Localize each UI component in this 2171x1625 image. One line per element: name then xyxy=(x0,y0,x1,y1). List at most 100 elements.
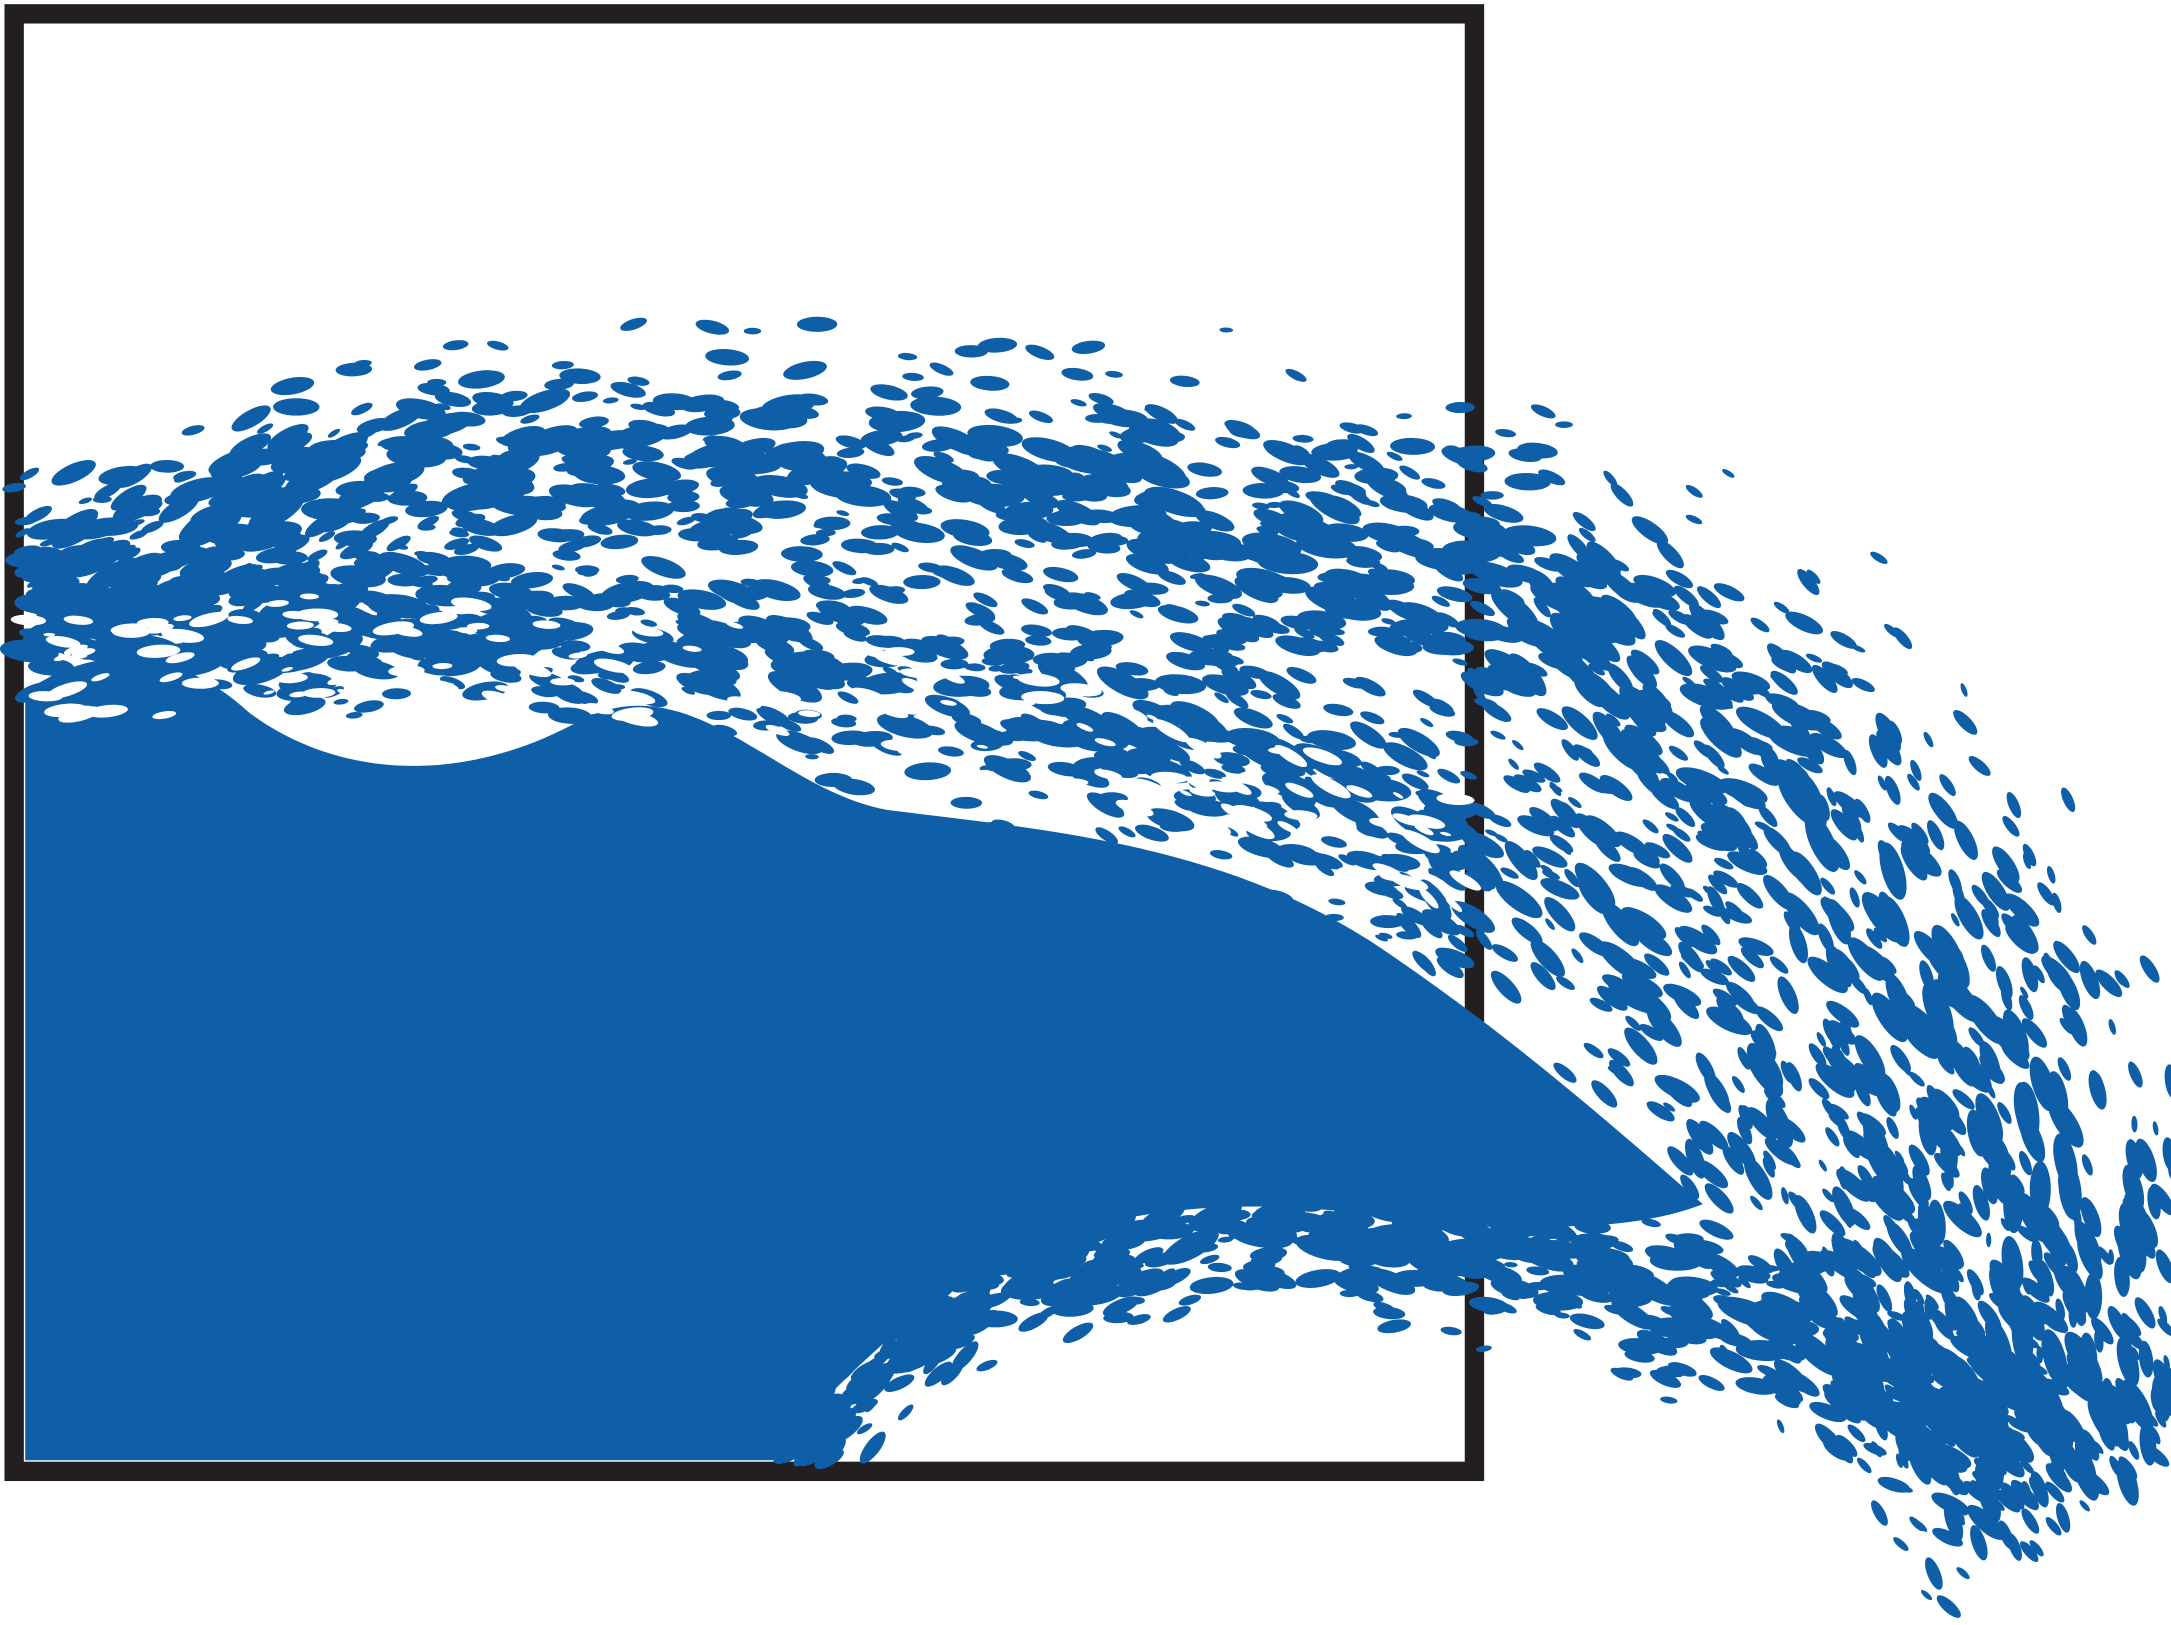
splash-drop xyxy=(1706,1006,1753,1036)
splash-drop xyxy=(49,667,64,675)
splash-drop xyxy=(1303,766,1318,777)
splash-drop xyxy=(2021,1018,2048,1048)
splash-drop xyxy=(1259,889,1294,905)
splash-drop xyxy=(1188,530,1242,552)
splash-drop xyxy=(2021,1277,2050,1303)
splash-drop xyxy=(272,432,313,456)
splash-drop xyxy=(1195,510,1235,532)
splash-drop xyxy=(1720,686,1744,703)
splash-drop xyxy=(1250,1253,1283,1266)
splash-drop xyxy=(1583,1042,1604,1059)
splash-drop xyxy=(1838,1326,1856,1337)
splash-drop xyxy=(606,610,630,620)
splash-drop xyxy=(1368,568,1395,585)
splash-drop xyxy=(39,538,56,547)
foam-gap xyxy=(850,687,889,705)
foam-gap xyxy=(940,700,957,706)
splash-drop xyxy=(1750,1299,1806,1321)
splash-drop xyxy=(640,619,658,627)
splash-drop xyxy=(693,656,738,673)
foam-gap xyxy=(1449,870,1482,891)
splash-drop xyxy=(1973,1457,2007,1476)
splash-drop xyxy=(1504,472,1551,491)
splash-drop xyxy=(1432,498,1462,513)
splash-drop xyxy=(1899,1452,1909,1469)
splash-drop xyxy=(1387,1207,1431,1224)
foam-gap xyxy=(1440,831,1452,837)
foam-gap xyxy=(45,635,81,648)
splash-drop xyxy=(1821,1098,1837,1119)
splash-drop xyxy=(1926,1084,1942,1111)
splash-drop xyxy=(1910,759,1922,781)
splash-drop xyxy=(2,482,26,493)
foam-gap xyxy=(87,704,128,718)
splash-drop xyxy=(1369,1251,1411,1268)
splash-drop xyxy=(273,398,320,416)
splash-drop xyxy=(200,546,228,558)
splash-drop xyxy=(597,476,616,486)
splash-drop xyxy=(745,1374,787,1412)
splash-drop xyxy=(1916,1097,1939,1125)
splash-drop xyxy=(1758,1049,1784,1088)
splash-drop xyxy=(1234,576,1279,603)
splash-drop xyxy=(1252,502,1270,510)
splash-drop xyxy=(1897,1166,1912,1185)
splash-drop xyxy=(829,471,873,489)
splash-drop xyxy=(1262,574,1293,587)
splash-drop xyxy=(883,499,919,522)
splash-drop xyxy=(1305,586,1360,615)
splash-drop xyxy=(1877,775,1887,791)
splash-drop xyxy=(1339,422,1365,434)
splash-drop xyxy=(1504,1262,1518,1268)
splash-drop xyxy=(601,727,647,747)
foam-gap xyxy=(481,690,518,707)
splash-drop xyxy=(1986,1015,2030,1061)
splash-drop xyxy=(1644,842,1671,859)
splash-drop xyxy=(1931,924,1965,979)
splash-drop xyxy=(929,362,954,376)
splash-drop xyxy=(1348,451,1385,475)
splash-drop xyxy=(1999,1482,2025,1510)
splash-drop xyxy=(2028,1363,2048,1375)
splash-drop xyxy=(1315,862,1335,877)
splash-drop xyxy=(2053,940,2080,974)
splash-drop xyxy=(128,660,148,669)
splash-drop xyxy=(1789,715,1811,741)
splash-drop xyxy=(1747,1255,1774,1273)
splash-drop xyxy=(576,427,595,436)
splash-drop xyxy=(1934,1317,1955,1340)
foam-gap xyxy=(611,707,654,721)
splash-drop xyxy=(1187,462,1223,477)
splash-drop xyxy=(2119,1472,2139,1496)
splash-drop xyxy=(1073,1267,1129,1295)
splash-drop xyxy=(190,504,227,525)
splash-drop xyxy=(1809,732,1848,759)
splash-drop xyxy=(1006,719,1064,742)
splash-drop xyxy=(2022,843,2037,867)
splash-drop xyxy=(1630,649,1660,675)
splash-drop xyxy=(813,519,835,529)
splash-drop xyxy=(1933,979,1958,1008)
splash-drop xyxy=(1614,606,1646,640)
splash-drop xyxy=(1294,627,1315,639)
splash-drop xyxy=(562,583,595,601)
splash-drop xyxy=(1920,1590,1933,1601)
splash-drop xyxy=(1644,953,1670,976)
splash-drop xyxy=(1835,1237,1882,1277)
splash-drop xyxy=(1435,947,1475,969)
splash-drop xyxy=(241,515,281,539)
splash-drop xyxy=(528,701,560,714)
splash-drop xyxy=(1125,553,1169,575)
splash-drop xyxy=(488,513,538,537)
splash-drop xyxy=(462,466,507,486)
splash-drop xyxy=(1355,819,1389,839)
splash-drop xyxy=(1880,1073,1901,1112)
foam-gap xyxy=(1114,705,1148,722)
splash-drop xyxy=(564,739,606,759)
splash-drop xyxy=(1950,1335,1985,1360)
splash-drop xyxy=(1308,1226,1369,1250)
splash-drop xyxy=(13,549,42,561)
splash-drop xyxy=(1583,563,1609,585)
splash-drop xyxy=(2128,1441,2140,1460)
splash-drop xyxy=(1530,962,1556,991)
